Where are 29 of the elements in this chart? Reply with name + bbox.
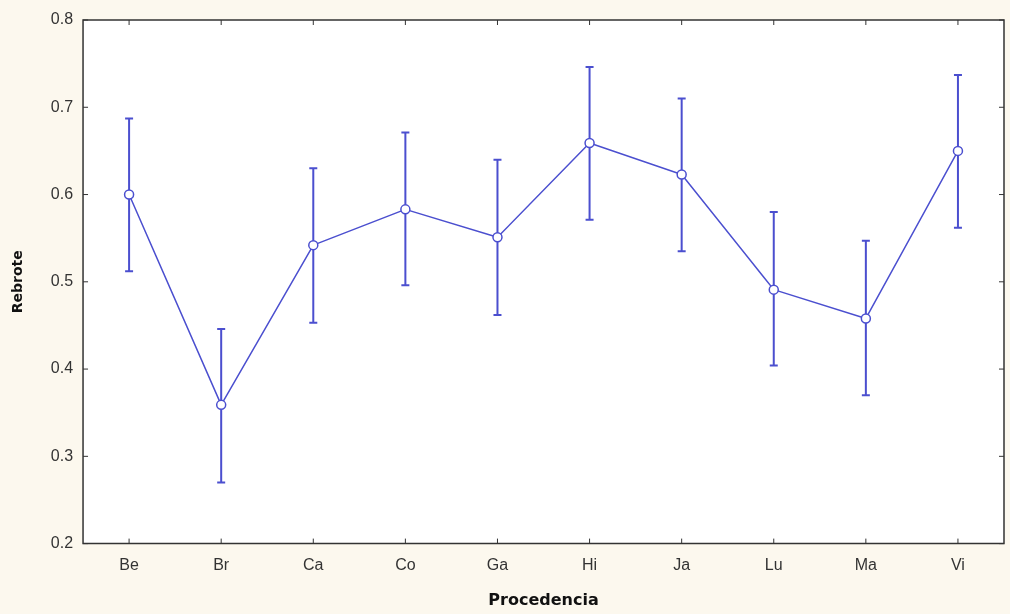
x-tick-label: Ca (303, 555, 324, 573)
point (308, 239, 319, 251)
y-tick-label: 0.3 (50, 446, 74, 464)
x-tick-label: Co (395, 555, 416, 573)
point (584, 137, 595, 149)
y-tick-label: 0.8 (50, 10, 74, 28)
x-tick-label: Br (213, 555, 230, 573)
x-tick-label: Be (119, 555, 139, 573)
point (492, 232, 503, 243)
point (123, 189, 135, 200)
x-axis-title: Procedencia (488, 589, 599, 609)
point (860, 313, 872, 324)
y-tick-label: 0.4 (50, 359, 74, 377)
x-tick-label: Hi (582, 555, 598, 573)
point (768, 284, 780, 295)
y-tick-label: 0.7 (50, 97, 74, 115)
y-axis-title: Rebrote (9, 250, 26, 314)
point (400, 204, 411, 215)
x-tick-label: Ga (486, 555, 509, 573)
x-tick-label: Vi (950, 555, 965, 573)
x-tick-label: Ma (854, 555, 878, 573)
point (952, 145, 964, 157)
y-tick-label: 0.5 (50, 272, 74, 290)
point (676, 169, 687, 180)
x-tick-label: Ja (673, 555, 691, 573)
x-tick-label: Lu (764, 555, 783, 573)
point (215, 399, 227, 411)
y-tick-label: 0.2 (50, 534, 74, 552)
y-tick-label: 0.6 (50, 184, 74, 202)
